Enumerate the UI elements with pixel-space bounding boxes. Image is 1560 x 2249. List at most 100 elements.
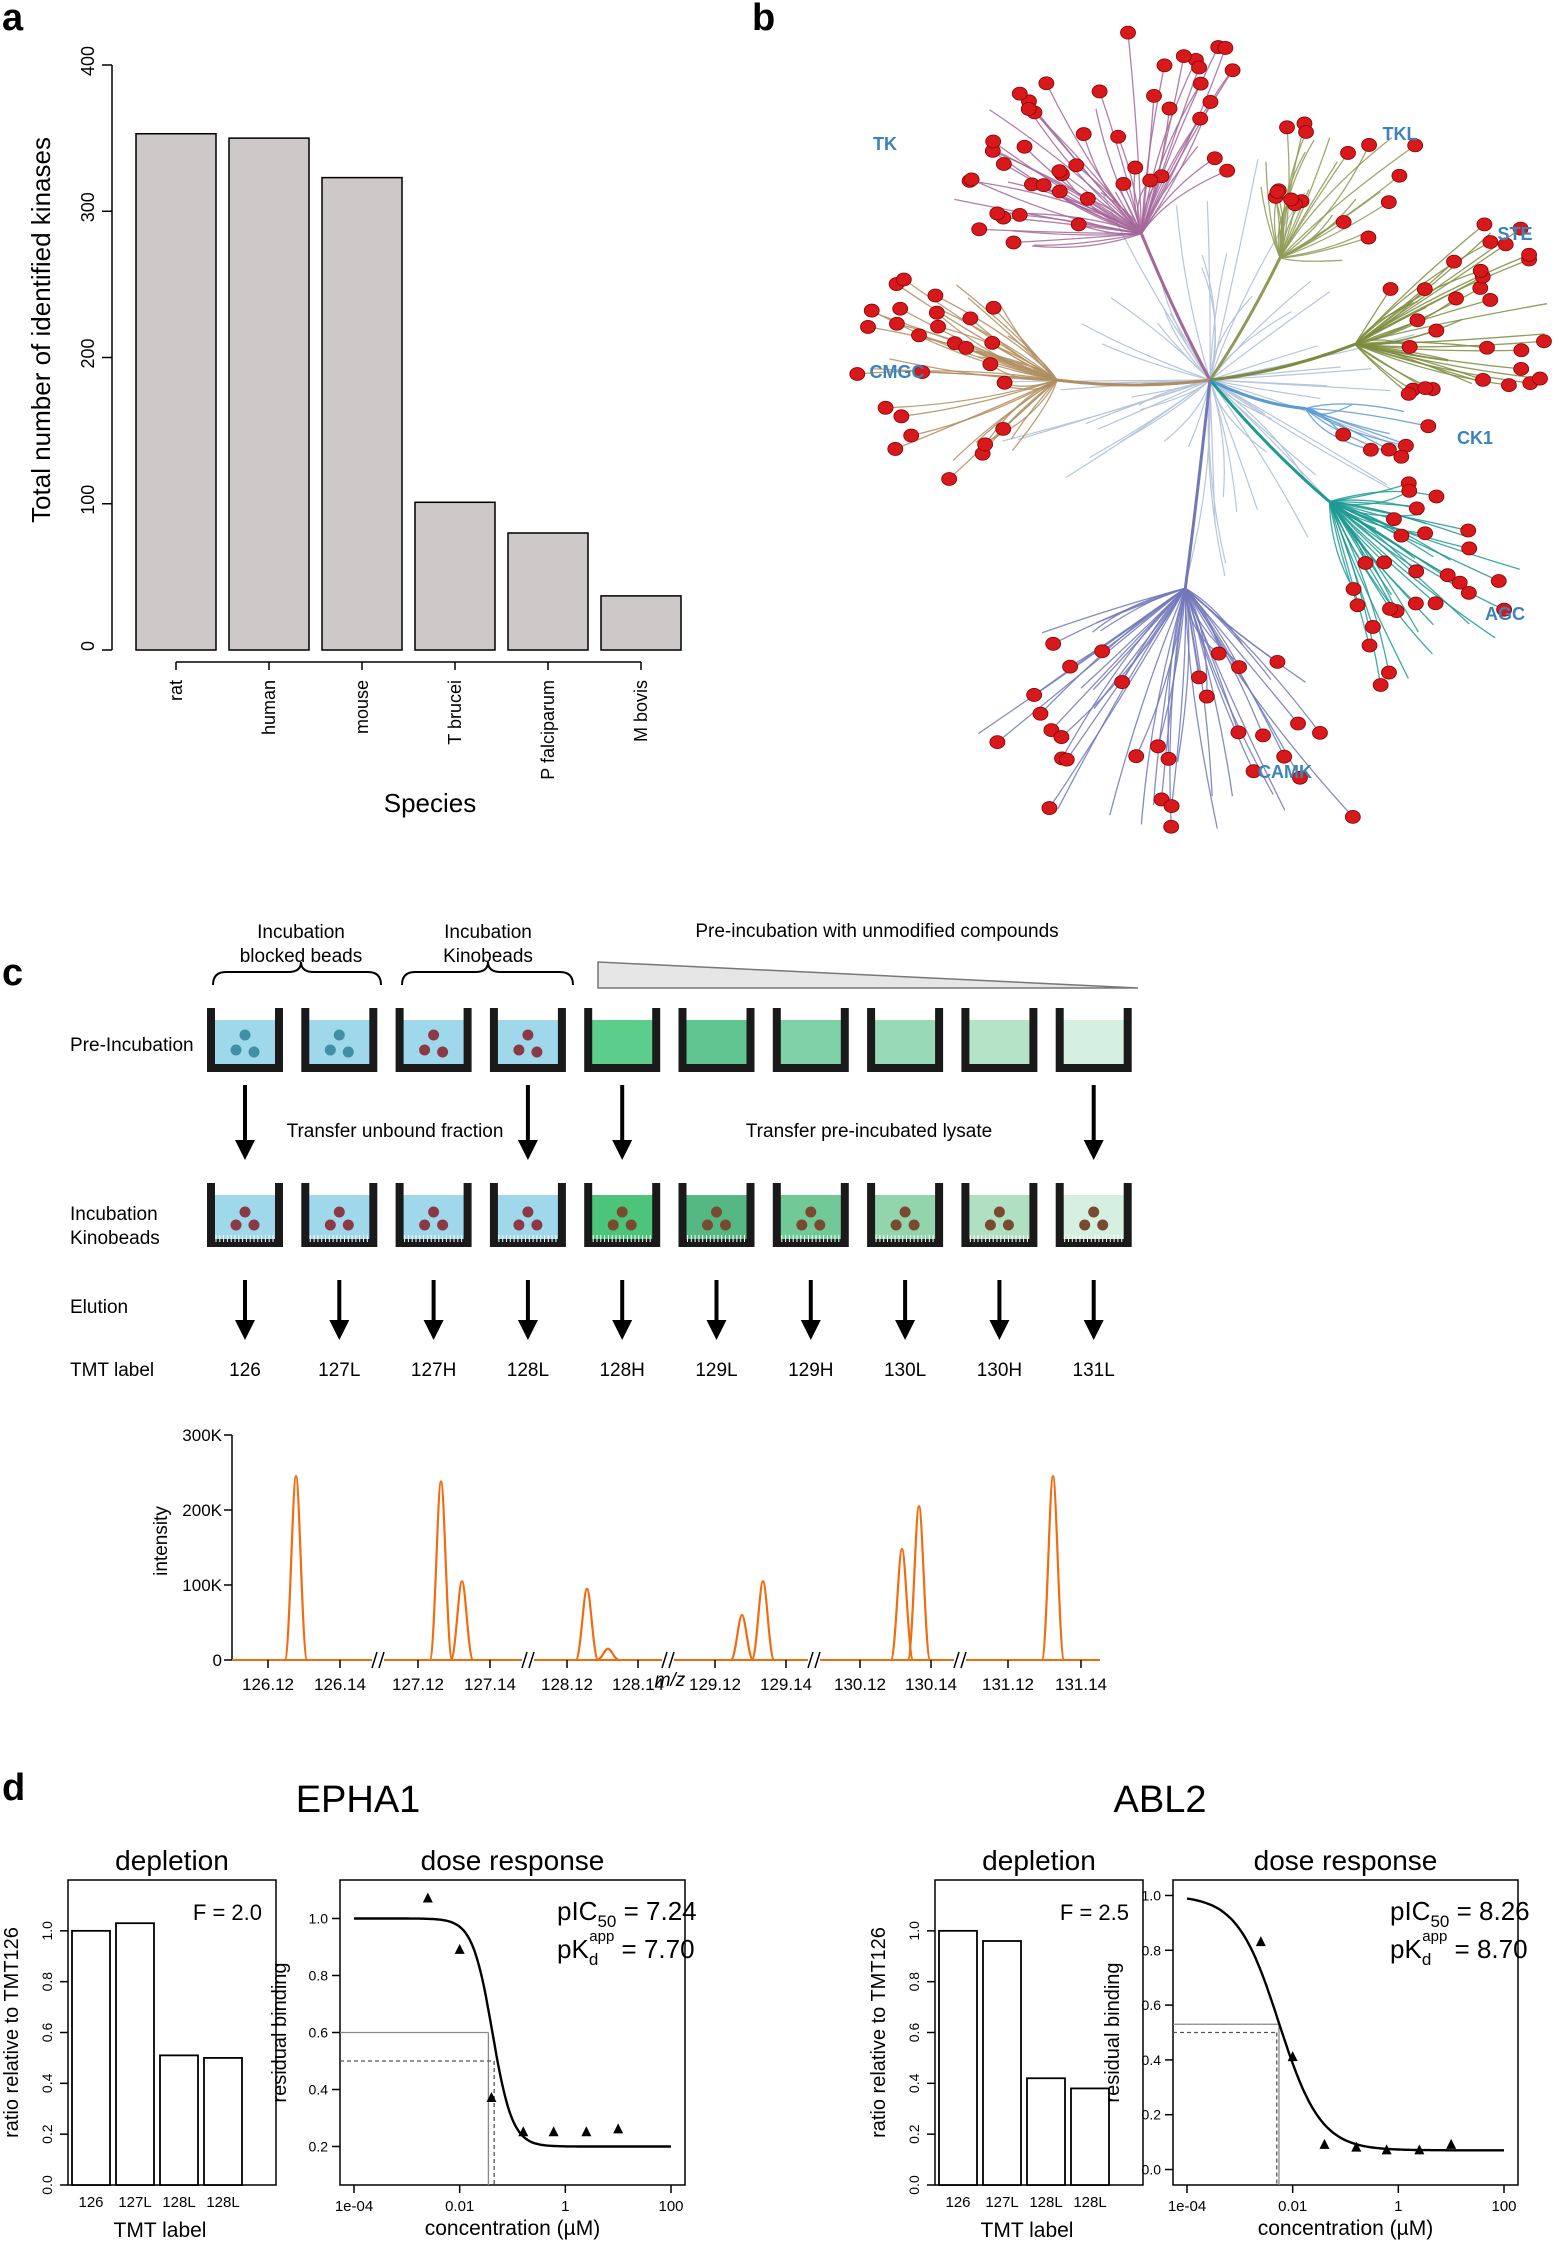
kinase-hit [1202, 95, 1219, 109]
tree-branch [1114, 191, 1142, 235]
well-wall [207, 1008, 283, 1072]
well [678, 1183, 755, 1247]
kinase-hit [1476, 217, 1493, 232]
dose-pkd-name: pK [557, 1934, 589, 1964]
kinase-hit [1150, 739, 1166, 754]
dose-x-label: concentration (µM) [1258, 2217, 1434, 2240]
tree-branch [1140, 75, 1229, 234]
kinase-hit [1428, 323, 1445, 338]
tree-trunk [1056, 378, 1211, 387]
bead [814, 1219, 826, 1231]
panel-a-bars [135, 132, 682, 651]
arrow-head [706, 1320, 727, 1340]
kinase-hit [1408, 564, 1425, 579]
tree-branch [1305, 407, 1390, 451]
kinase-hit [860, 320, 876, 334]
tree-trunk [1208, 379, 1331, 503]
bead [230, 1044, 242, 1056]
axis-break [521, 1651, 528, 1669]
kinase-hit [1292, 770, 1308, 785]
arrow-head [517, 1140, 538, 1160]
kinase-hit [1385, 512, 1402, 527]
kinase-hit [1041, 801, 1058, 815]
tmt-label-127L: 127L [318, 1360, 360, 1381]
well-liquid [402, 1020, 465, 1064]
tree-branch [1209, 379, 1393, 491]
dose-data-point [1381, 2144, 1392, 2155]
bead [616, 1206, 628, 1218]
panel-a-y-axis: 0 100 200 300 400 [78, 46, 113, 651]
dose-pic50-name: pIC [557, 1896, 597, 1926]
bar-p-falciparum [507, 532, 589, 651]
kinome-group-labels: TK TKL STE CMGC CK1 AGC CAMK [870, 124, 1533, 782]
tree-branch [1152, 588, 1186, 806]
dose-pic50-sub: 50 [597, 1912, 616, 1931]
header-kinobeads-line1: Incubation [444, 922, 532, 943]
tree-branch [1184, 588, 1200, 678]
depletion-plot-abl2: depletion F = 2.5 0.0 0.2 0.4 0.6 0.8 1.0 126 127… [868, 1845, 1144, 2242]
tree-branch [986, 147, 1142, 235]
panel-letter-d: d [2, 1767, 25, 1809]
tree-branch [1028, 108, 1142, 235]
tree-branch [1140, 588, 1186, 825]
row-label-incubation-2: Kinobeads [70, 1228, 160, 1249]
kinase-hit [1128, 749, 1145, 764]
depletion-y-tick-label: 1.0 [39, 1921, 55, 1941]
spectrum-peak-128L [574, 1587, 600, 1662]
dose-y-tick-label: 0.0 [1142, 2162, 1162, 2178]
kinase-hit [1361, 138, 1377, 152]
spectrum-peak-127L [428, 1480, 454, 1662]
well-wall [489, 1183, 566, 1247]
transfer-arrows [235, 1085, 1104, 1340]
kinase-hit [888, 316, 905, 331]
tree-branch [1060, 587, 1186, 738]
tree-branch [1328, 501, 1419, 633]
kinase-hit [1360, 230, 1377, 245]
header-blocked-line2: blocked beads [240, 946, 363, 967]
incubation-wells [207, 1183, 1132, 1247]
bead [805, 1206, 817, 1218]
well-wall [301, 1008, 378, 1072]
bead [711, 1206, 722, 1218]
kinase-hit [1335, 215, 1352, 229]
well-liquid [496, 1020, 559, 1064]
dose-pkd-value: = 7.70 [614, 1934, 694, 1964]
dose-pic50-label: pIC50 = 8.26 [1390, 1896, 1530, 1931]
dose-y-tick-label: 0.4 [1142, 2052, 1162, 2068]
kinase-hit [1219, 163, 1236, 178]
tree-branch [1305, 403, 1405, 413]
dose-y-tick-label: 0.8 [1142, 1942, 1162, 1958]
tmt-label-131L: 131L [1073, 1360, 1115, 1381]
well-liquid [591, 1020, 654, 1064]
spectrum-x-tick-label: 128.14 [612, 1675, 664, 1694]
kinase-hit [1382, 601, 1398, 616]
kinase-hit [1045, 636, 1062, 651]
kinase-hit [1198, 689, 1215, 704]
kinase-hit [995, 421, 1012, 436]
panel-a-x-tick-label: T brucei [445, 680, 465, 745]
arrow-head [1083, 1140, 1104, 1160]
kinase-hit [1451, 575, 1468, 590]
depletion-y-tick-label: 0.6 [906, 2023, 922, 2043]
depletion-y-tick-label: 0.6 [39, 2023, 55, 2043]
kinase-hit [1269, 654, 1286, 669]
axis-break [371, 1651, 378, 1669]
tree-branch [1096, 587, 1186, 624]
kinase-hit [1114, 675, 1130, 689]
kinase-hit [1460, 585, 1477, 600]
kinase-hit [1335, 427, 1352, 442]
kinase-hit [1407, 138, 1424, 153]
dose-data-point [518, 2126, 529, 2137]
kinase-hit [985, 134, 1002, 149]
kinase-hit [1062, 659, 1079, 674]
header-blocked-line1: Incubation [257, 922, 345, 943]
group-label-camk: CAMK [1258, 762, 1312, 782]
kinase-hit [1496, 602, 1513, 617]
kinase-hit [1501, 378, 1517, 393]
kinase-hit [1536, 334, 1552, 349]
tree-branch [1329, 490, 1437, 503]
well-wall [867, 1008, 944, 1072]
bead [1002, 1219, 1014, 1231]
spectrum-y-tick-label: 300K [182, 1426, 222, 1445]
